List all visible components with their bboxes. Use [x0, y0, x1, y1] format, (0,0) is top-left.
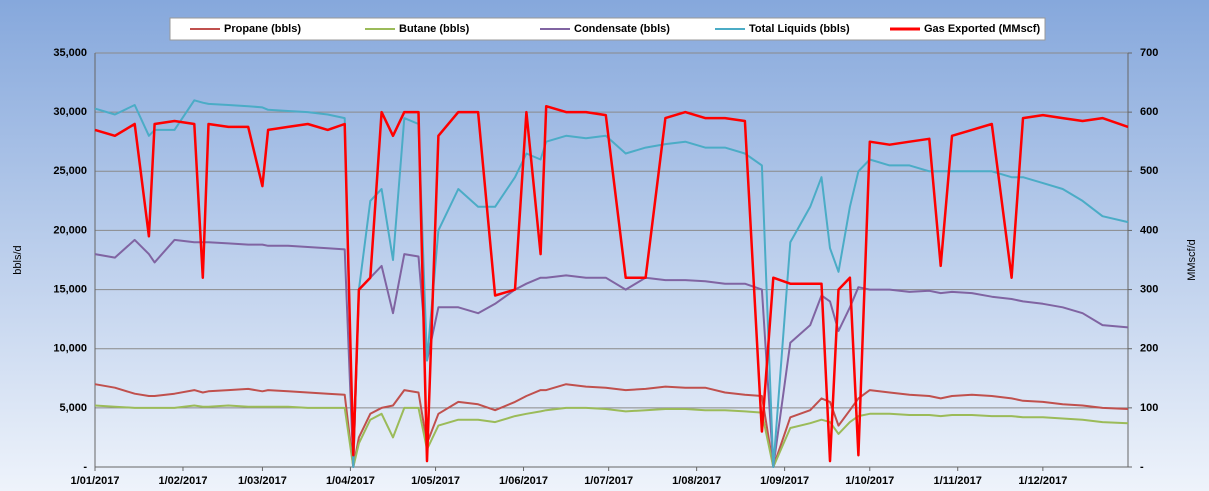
legend-label: Condensate (bbls) — [574, 23, 670, 35]
x-tick-label: 1/11/2017 — [934, 475, 982, 487]
x-tick-label: 1/02/2017 — [159, 475, 208, 487]
y2-tick-label: 700 — [1140, 47, 1158, 59]
legend-label: Propane (bbls) — [224, 23, 301, 35]
x-tick-label: 1/05/2017 — [411, 475, 460, 487]
legend-box — [169, 17, 1046, 41]
y-axis-label: bbls/d — [12, 245, 24, 274]
y-tick-label: - — [83, 461, 87, 473]
y-tick-label: 35,000 — [53, 47, 87, 59]
y-tick-label: 10,000 — [53, 343, 87, 355]
y2-axis-label: MMscf/d — [1186, 239, 1198, 281]
x-tick-label: 1/07/2017 — [584, 475, 633, 487]
x-tick-label: 1/12/2017 — [1018, 475, 1067, 487]
y2-tick-label: 300 — [1140, 283, 1158, 295]
x-tick-label: 1/04/2017 — [326, 475, 375, 487]
legend-label: Gas Exported (MMscf) — [924, 23, 1040, 35]
series-line — [94, 404, 1129, 468]
y-tick-label: 30,000 — [53, 106, 87, 118]
x-tick-label: 1/03/2017 — [238, 475, 287, 487]
x-tick-label: 1/10/2017 — [845, 475, 894, 487]
series-line — [94, 104, 1129, 463]
y2-tick-label: 400 — [1140, 224, 1158, 236]
series-line — [94, 238, 1129, 468]
y2-tick-label: - — [1140, 461, 1144, 473]
legend-label: Butane (bbls) — [399, 23, 470, 35]
y-tick-label: 20,000 — [53, 224, 87, 236]
y-tick-label: 25,000 — [53, 165, 87, 177]
y2-tick-label: 600 — [1140, 106, 1158, 118]
y2-tick-label: 500 — [1140, 165, 1158, 177]
x-tick-label: 1/09/2017 — [760, 475, 809, 487]
x-tick-label: 1/06/2017 — [499, 475, 548, 487]
series-line — [94, 383, 1129, 468]
x-tick-label: 1/01/2017 — [71, 475, 120, 487]
series-line — [94, 99, 1129, 468]
y2-tick-label: 200 — [1140, 343, 1158, 355]
legend-label: Total Liquids (bbls) — [749, 23, 850, 35]
y-tick-label: 15,000 — [53, 283, 87, 295]
y2-tick-label: 100 — [1140, 402, 1158, 414]
y-tick-label: 5,000 — [59, 402, 87, 414]
x-tick-label: 1/08/2017 — [672, 475, 721, 487]
